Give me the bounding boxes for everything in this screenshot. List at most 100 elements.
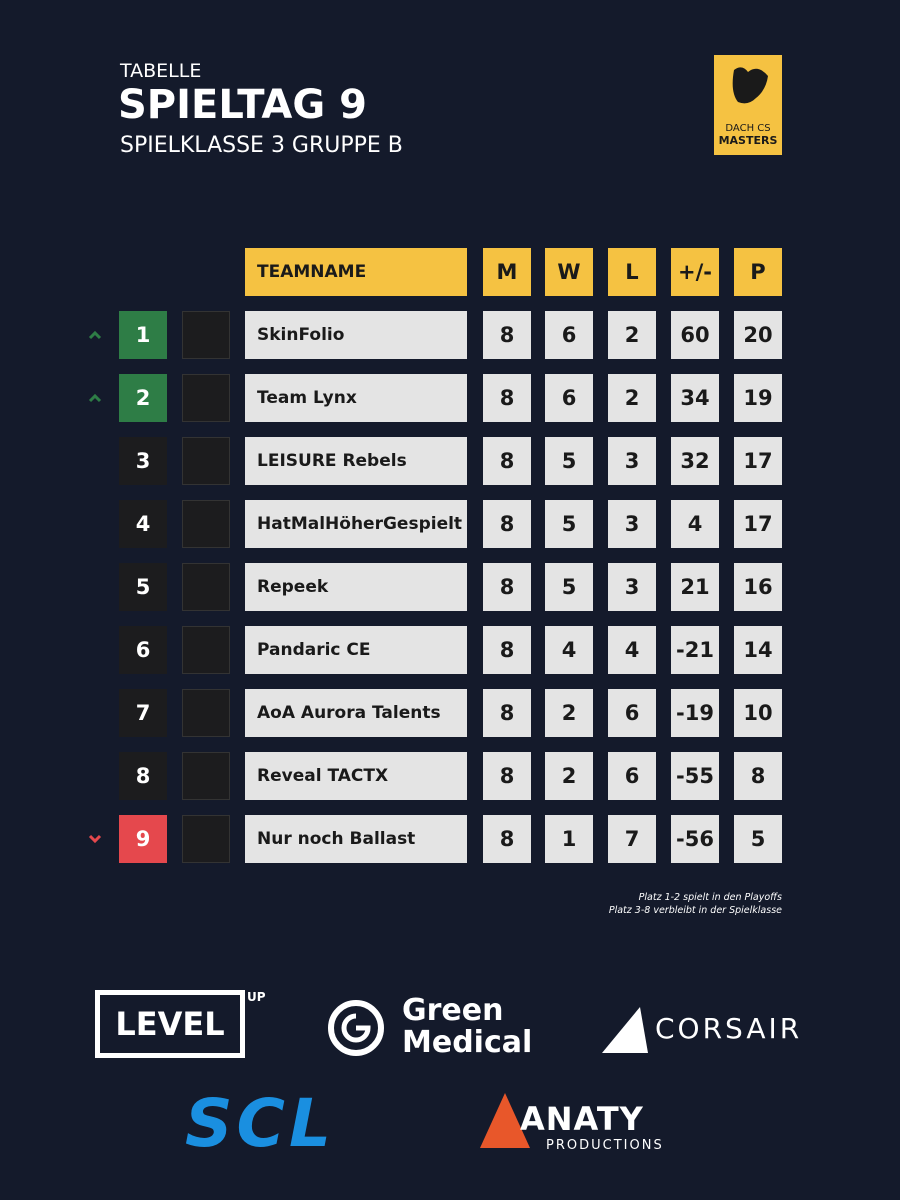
stat: 21	[671, 563, 719, 611]
rank: 4	[119, 500, 167, 548]
stat: 5	[545, 437, 593, 485]
stat: 10	[734, 689, 782, 737]
stat: 14	[734, 626, 782, 674]
team-name: Team Lynx	[245, 374, 467, 422]
stat: 5	[545, 563, 593, 611]
trend-arrow	[88, 330, 102, 340]
rank: 6	[119, 626, 167, 674]
stat: 8	[483, 500, 531, 548]
stat: 17	[734, 500, 782, 548]
stat: 4	[671, 500, 719, 548]
badge: DACH CS MASTERS	[714, 55, 782, 155]
team-name: SkinFolio	[245, 311, 467, 359]
anaty-logo: ANATY	[520, 1100, 644, 1138]
stat: 2	[545, 752, 593, 800]
green-medical-logo: Green Medical	[402, 995, 532, 1059]
column-header: W	[545, 248, 593, 296]
team-logo	[182, 689, 230, 737]
stat: 5	[545, 500, 593, 548]
stat: 3	[608, 563, 656, 611]
rank: 7	[119, 689, 167, 737]
team-name: HatMalHöherGespielt	[245, 500, 467, 548]
column-header: P	[734, 248, 782, 296]
stat: -55	[671, 752, 719, 800]
team-logo	[182, 437, 230, 485]
levelup-small: UP	[247, 990, 266, 1004]
rank: 5	[119, 563, 167, 611]
stat: 2	[545, 689, 593, 737]
rank: 9	[119, 815, 167, 863]
rank: 2	[119, 374, 167, 422]
stat: 8	[483, 437, 531, 485]
stat: 34	[671, 374, 719, 422]
levelup-text: LEVEL	[115, 1005, 225, 1043]
team-logo	[182, 563, 230, 611]
scl-logo: SCL	[185, 1085, 336, 1162]
stat: 20	[734, 311, 782, 359]
column-header: +/-	[671, 248, 719, 296]
trend-arrow	[88, 834, 102, 844]
rooster-icon	[732, 67, 768, 104]
stat: 60	[671, 311, 719, 359]
column-header: M	[483, 248, 531, 296]
green-medical-text: Green	[402, 993, 504, 1028]
stat: 19	[734, 374, 782, 422]
stat: 8	[483, 311, 531, 359]
badge-bottom: MASTERS	[718, 134, 778, 147]
green-medical-icon	[328, 1000, 384, 1056]
trend-arrow	[88, 393, 102, 403]
stat: 32	[671, 437, 719, 485]
stat: 8	[483, 374, 531, 422]
team-logo	[182, 626, 230, 674]
team-logo	[182, 374, 230, 422]
stat: -21	[671, 626, 719, 674]
notes: Platz 1-2 spielt in den Playoffs Platz 3…	[609, 891, 782, 917]
corsair-logo: CORSAIR	[655, 1012, 803, 1045]
column-header: TEAMNAME	[245, 248, 467, 296]
levelup-logo: LEVEL	[95, 990, 245, 1058]
rank: 8	[119, 752, 167, 800]
stat: 7	[608, 815, 656, 863]
green-medical-text: Medical	[402, 1025, 533, 1060]
column-header: L	[608, 248, 656, 296]
team-name: AoA Aurora Talents	[245, 689, 467, 737]
stat: 6	[545, 374, 593, 422]
team-name: LEISURE Rebels	[245, 437, 467, 485]
stat: 8	[483, 815, 531, 863]
team-name: Nur noch Ballast	[245, 815, 467, 863]
anaty-sub: PRODUCTIONS	[546, 1138, 664, 1153]
title: SPIELTAG 9	[118, 82, 367, 128]
anaty-icon	[480, 1093, 530, 1148]
stat: 8	[483, 752, 531, 800]
team-logo	[182, 311, 230, 359]
stat: 4	[608, 626, 656, 674]
note: Platz 1-2 spielt in den Playoffs	[638, 892, 782, 903]
stat: 8	[483, 563, 531, 611]
rank: 3	[119, 437, 167, 485]
stat: 8	[734, 752, 782, 800]
note: Platz 3-8 verbleibt in der Spielklasse	[608, 905, 782, 916]
corsair-icon	[602, 1007, 648, 1053]
stat: 16	[734, 563, 782, 611]
stat: 6	[608, 689, 656, 737]
kicker: TABELLE	[120, 60, 202, 82]
team-logo	[182, 752, 230, 800]
stat: 8	[483, 626, 531, 674]
stat: 8	[483, 689, 531, 737]
stat: 1	[545, 815, 593, 863]
team-name: Reveal TACTX	[245, 752, 467, 800]
subtitle: SPIELKLASSE 3 GRUPPE B	[120, 133, 403, 158]
stat: 2	[608, 374, 656, 422]
stat: 4	[545, 626, 593, 674]
stat: 3	[608, 437, 656, 485]
rank: 1	[119, 311, 167, 359]
stat: 3	[608, 500, 656, 548]
stat: 5	[734, 815, 782, 863]
stat: 2	[608, 311, 656, 359]
stat: -19	[671, 689, 719, 737]
team-name: Pandaric CE	[245, 626, 467, 674]
stat: 6	[545, 311, 593, 359]
stat: 6	[608, 752, 656, 800]
team-logo	[182, 815, 230, 863]
